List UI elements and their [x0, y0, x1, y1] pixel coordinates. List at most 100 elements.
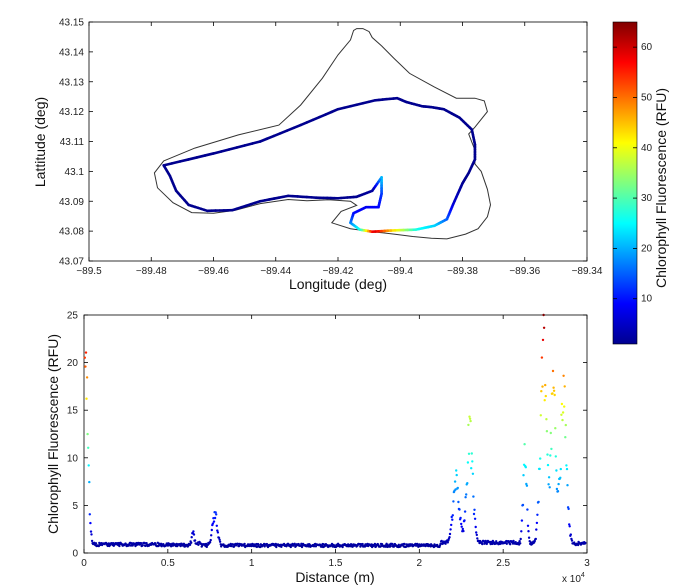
scatter-point: [554, 427, 557, 430]
scatter-point: [540, 390, 543, 393]
scatter-point: [543, 399, 546, 402]
map-ytick-label: 43.15: [59, 18, 84, 29]
scatter-panel: 0 0.5 1 1.5 2 2.5 3 0 5 10 15 20 25 Distance (m) Ch…: [45, 311, 590, 586]
scatter-xtick-label: 1: [249, 558, 255, 569]
scatter-point: [553, 393, 556, 397]
colorbar-tick-label: 60: [641, 42, 653, 53]
scatter-point: [455, 469, 458, 472]
scatter-point: [551, 369, 555, 373]
colorbar-tick-label: 50: [641, 92, 653, 103]
scatter-point: [451, 514, 454, 517]
scatter-point: [555, 487, 559, 491]
scatter-point: [584, 541, 587, 545]
scatter-point: [389, 544, 392, 548]
colorbar-label: Chlorophyll Fluorescence (RFU): [653, 88, 669, 288]
map-ytick-label: 43.08: [59, 227, 84, 238]
scatter-point: [131, 544, 134, 547]
scatter-point: [87, 464, 90, 467]
scatter-point: [560, 402, 564, 406]
colorbar-gradient: [612, 21, 638, 345]
scatter-point: [527, 530, 530, 533]
track-segment: [203, 152, 215, 157]
colorbar-tick-label: 10: [641, 294, 653, 305]
scatter-point: [551, 392, 554, 395]
map-ytick-label: 43.13: [59, 77, 84, 88]
track-segment: [179, 158, 190, 163]
scatter-point: [457, 500, 460, 504]
scatter-point: [475, 533, 478, 537]
scatter-point: [469, 419, 472, 423]
track-segment: [187, 156, 199, 161]
map-yticks: 43.07 43.08 43.09 43.1 43.11 43.12 43.13 43.14 4…: [59, 18, 587, 268]
scatter-point: [559, 467, 562, 471]
scatter-point: [448, 532, 452, 536]
scatter-point: [90, 533, 93, 536]
scatter-point: [544, 383, 547, 387]
scatter-point: [540, 356, 544, 359]
scatter-xticks: 0 0.5 1 1.5 2 2.5 3: [81, 315, 590, 569]
track-segment: [162, 162, 174, 167]
scatter-point: [397, 543, 400, 546]
track-segment: [170, 160, 182, 165]
scatter-point: [526, 508, 529, 511]
track-segment: [195, 154, 207, 159]
scatter-point: [88, 480, 91, 484]
scatter-point: [263, 545, 266, 548]
scatter-point: [518, 540, 521, 543]
scatter-point: [522, 474, 525, 477]
scatter-point: [461, 527, 464, 531]
scatter-point: [83, 356, 87, 359]
map-ytick-label: 43.11: [60, 137, 85, 148]
scatter-point: [568, 523, 571, 526]
scatter-point: [523, 443, 526, 446]
scatter-point: [564, 423, 567, 427]
scatter-point: [509, 543, 512, 546]
scatter-point: [209, 538, 212, 542]
track-segment: [212, 150, 223, 155]
scatter-point: [466, 461, 470, 464]
scatter-point: [85, 376, 89, 379]
scatter-point: [527, 536, 531, 539]
scatter-point: [525, 484, 529, 487]
scatter-point: [473, 508, 476, 511]
scatter-point: [456, 486, 459, 490]
scatter-point: [545, 430, 549, 433]
scatter-point: [460, 522, 463, 526]
x-multiplier: x 104: [562, 572, 585, 585]
scatter-point: [470, 467, 473, 470]
scatter-point: [453, 480, 457, 483]
scatter-point: [538, 467, 541, 471]
scatter-point: [231, 543, 235, 546]
scatter-point: [542, 313, 545, 317]
scatter-point: [243, 542, 246, 546]
scatter-point: [559, 476, 562, 479]
scatter-point: [564, 436, 567, 439]
scatter-x-axis-label: Distance (m): [295, 569, 374, 585]
scatter-point: [197, 543, 200, 546]
scatter-point: [459, 516, 462, 520]
scatter-point: [465, 493, 468, 496]
scatter-point: [215, 513, 218, 516]
scatter-point: [505, 542, 508, 545]
track-segment: [162, 164, 167, 169]
scatter-point: [448, 536, 451, 539]
scatter-point: [468, 417, 472, 420]
map-ytick-label: 43.07: [59, 257, 84, 268]
scatter-point: [218, 540, 222, 543]
map-ytick-label: 43.1: [65, 167, 85, 178]
scatter-point: [520, 530, 523, 533]
scatter-point: [436, 543, 439, 547]
scatter-point: [450, 523, 453, 527]
scatter-point: [215, 524, 218, 527]
scatter-point: [471, 460, 474, 463]
scatter-ytick-label: 15: [67, 406, 79, 417]
scatter-point: [563, 405, 566, 408]
scatter-point: [463, 519, 466, 522]
scatter-point: [289, 545, 292, 549]
scatter-point: [282, 542, 286, 546]
scatter-point: [549, 454, 552, 457]
scatter-point: [474, 525, 477, 529]
scatter-xtick-label: 1.5: [329, 558, 343, 569]
scatter-point: [341, 545, 344, 549]
scatter-point: [212, 520, 216, 523]
